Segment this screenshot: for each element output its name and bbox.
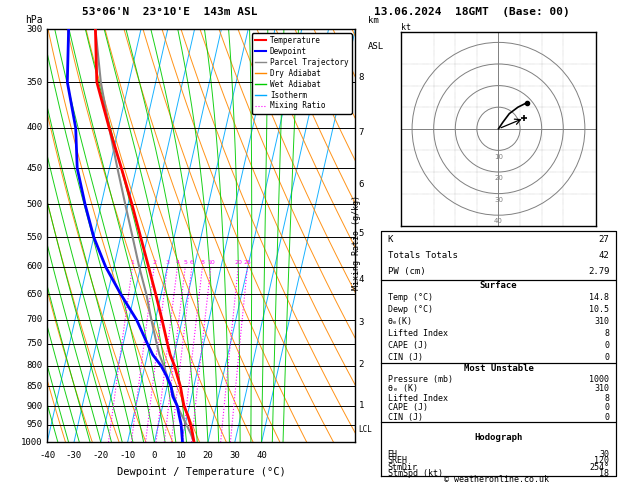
Text: 310: 310: [594, 384, 610, 393]
Text: 10: 10: [494, 154, 503, 159]
Text: θₑ(K): θₑ(K): [387, 317, 413, 326]
Text: 800: 800: [26, 361, 43, 370]
Text: 53°06'N  23°10'E  143m ASL: 53°06'N 23°10'E 143m ASL: [82, 7, 258, 17]
Text: CIN (J): CIN (J): [387, 353, 423, 362]
Text: 4: 4: [359, 275, 364, 284]
Text: 13.06.2024  18GMT  (Base: 00): 13.06.2024 18GMT (Base: 00): [374, 7, 570, 17]
Text: 40: 40: [256, 451, 267, 460]
Text: 850: 850: [26, 382, 43, 391]
Text: 2: 2: [152, 260, 156, 265]
Text: 7: 7: [359, 128, 364, 138]
Text: 1000: 1000: [589, 375, 610, 384]
Text: Pressure (mb): Pressure (mb): [387, 375, 453, 384]
Text: kt: kt: [401, 22, 411, 32]
Text: 750: 750: [26, 339, 43, 348]
Text: 4: 4: [175, 260, 179, 265]
Text: Lifted Index: Lifted Index: [387, 394, 448, 403]
Text: θₑ (K): θₑ (K): [387, 384, 418, 393]
Text: 40: 40: [494, 218, 503, 225]
Text: 20: 20: [235, 260, 242, 265]
Text: 3: 3: [359, 318, 364, 327]
Text: 25: 25: [243, 260, 252, 265]
Text: 30: 30: [494, 197, 503, 203]
Text: 450: 450: [26, 164, 43, 173]
Text: StmSpd (kt): StmSpd (kt): [387, 469, 443, 478]
Text: 0: 0: [604, 413, 610, 422]
Text: 30: 30: [599, 451, 610, 459]
Text: 5: 5: [359, 229, 364, 238]
Text: 42: 42: [599, 251, 610, 260]
Text: 0: 0: [604, 353, 610, 362]
Text: 6: 6: [190, 260, 194, 265]
Text: 500: 500: [26, 200, 43, 209]
Text: Mixing Ratio (g/kg): Mixing Ratio (g/kg): [352, 195, 360, 291]
Text: Temp (°C): Temp (°C): [387, 293, 433, 301]
Text: Hodograph: Hodograph: [474, 433, 523, 441]
Text: CAPE (J): CAPE (J): [387, 403, 428, 413]
Text: -20: -20: [92, 451, 109, 460]
Text: -10: -10: [120, 451, 136, 460]
Text: CIN (J): CIN (J): [387, 413, 423, 422]
Text: SREH: SREH: [387, 456, 408, 466]
Text: 10: 10: [175, 451, 187, 460]
Text: 600: 600: [26, 262, 43, 272]
Text: 3: 3: [165, 260, 170, 265]
Text: 18: 18: [599, 469, 610, 478]
Text: -30: -30: [66, 451, 82, 460]
Text: Surface: Surface: [480, 281, 517, 290]
Text: 1000: 1000: [21, 438, 43, 447]
Text: Totals Totals: Totals Totals: [387, 251, 457, 260]
Text: 650: 650: [26, 290, 43, 299]
Text: Most Unstable: Most Unstable: [464, 364, 533, 373]
Text: 8: 8: [604, 329, 610, 338]
Legend: Temperature, Dewpoint, Parcel Trajectory, Dry Adiabat, Wet Adiabat, Isotherm, Mi: Temperature, Dewpoint, Parcel Trajectory…: [252, 33, 352, 114]
Text: CAPE (J): CAPE (J): [387, 341, 428, 350]
Text: PW (cm): PW (cm): [387, 267, 425, 276]
Text: 350: 350: [26, 78, 43, 87]
Text: hPa: hPa: [26, 15, 43, 25]
Text: 1: 1: [359, 401, 364, 410]
Text: km: km: [368, 16, 379, 25]
Text: K: K: [387, 235, 393, 243]
Text: 400: 400: [26, 123, 43, 132]
Text: StmDir: StmDir: [387, 463, 418, 471]
Text: 300: 300: [26, 25, 43, 34]
Text: LCL: LCL: [359, 425, 372, 434]
Text: 950: 950: [26, 420, 43, 429]
Text: 120: 120: [594, 456, 610, 466]
Text: Dewpoint / Temperature (°C): Dewpoint / Temperature (°C): [117, 467, 286, 477]
Text: 2: 2: [359, 360, 364, 369]
Text: 0: 0: [604, 341, 610, 350]
Text: 30: 30: [230, 451, 240, 460]
Text: 0: 0: [604, 403, 610, 413]
Text: 2.79: 2.79: [588, 267, 610, 276]
Text: 900: 900: [26, 401, 43, 411]
Text: ASL: ASL: [368, 42, 384, 51]
Text: EH: EH: [387, 451, 398, 459]
Text: 550: 550: [26, 233, 43, 242]
Text: 310: 310: [594, 317, 610, 326]
Text: -40: -40: [39, 451, 55, 460]
Text: 10.5: 10.5: [589, 305, 610, 313]
Text: 14.8: 14.8: [589, 293, 610, 301]
Text: 27: 27: [599, 235, 610, 243]
Text: 20: 20: [494, 175, 503, 181]
Text: 5: 5: [183, 260, 187, 265]
Text: 20: 20: [203, 451, 213, 460]
Text: Lifted Index: Lifted Index: [387, 329, 448, 338]
Text: 6: 6: [359, 180, 364, 189]
Text: 0: 0: [152, 451, 157, 460]
Text: 8: 8: [604, 394, 610, 403]
Text: 1: 1: [130, 260, 135, 265]
Text: 700: 700: [26, 315, 43, 324]
Text: 254°: 254°: [589, 463, 610, 471]
Text: 8: 8: [201, 260, 204, 265]
Text: Dewp (°C): Dewp (°C): [387, 305, 433, 313]
Text: © weatheronline.co.uk: © weatheronline.co.uk: [445, 474, 549, 484]
Text: 8: 8: [359, 72, 364, 82]
Text: 10: 10: [207, 260, 214, 265]
